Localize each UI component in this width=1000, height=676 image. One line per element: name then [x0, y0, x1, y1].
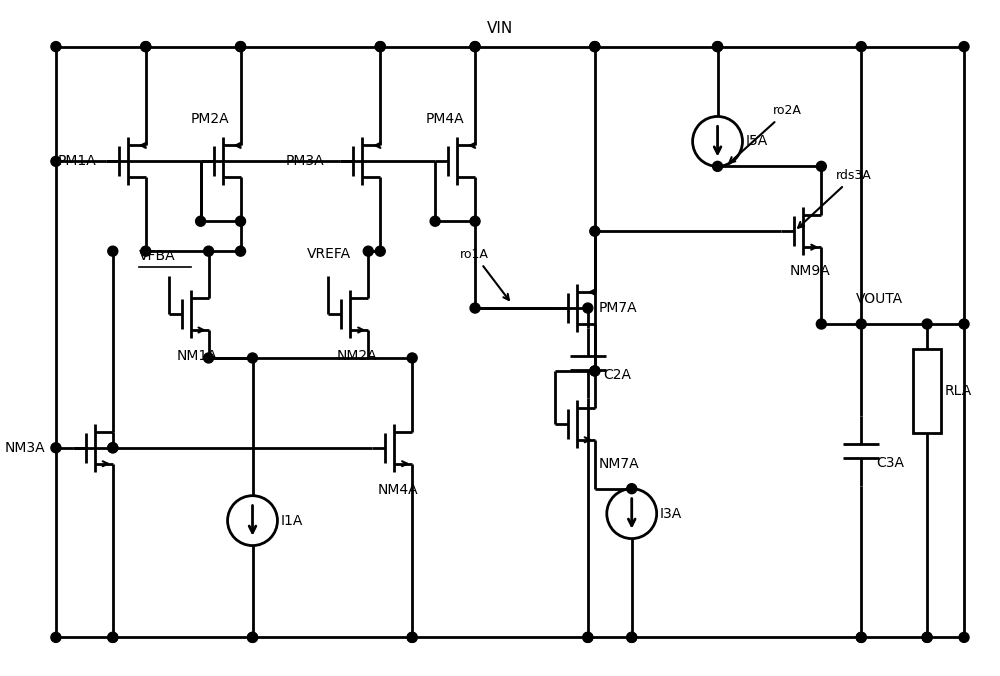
Circle shape — [627, 632, 637, 642]
Circle shape — [375, 246, 385, 256]
Text: NM4A: NM4A — [377, 483, 418, 497]
Circle shape — [196, 216, 206, 226]
Text: C2A: C2A — [603, 368, 631, 382]
Circle shape — [248, 632, 257, 642]
Circle shape — [583, 632, 593, 642]
Circle shape — [583, 303, 593, 313]
Text: ro1A: ro1A — [460, 248, 509, 300]
Circle shape — [470, 42, 480, 51]
Circle shape — [922, 319, 932, 329]
Circle shape — [236, 42, 246, 51]
Circle shape — [248, 632, 257, 642]
Circle shape — [856, 42, 866, 51]
Text: VIN: VIN — [487, 21, 513, 36]
Text: RLA: RLA — [945, 384, 972, 398]
Text: NM7A: NM7A — [599, 457, 639, 470]
Circle shape — [407, 353, 417, 363]
Circle shape — [51, 632, 61, 642]
Circle shape — [51, 42, 61, 51]
Circle shape — [590, 42, 600, 51]
Circle shape — [204, 353, 214, 363]
Circle shape — [590, 366, 600, 376]
Circle shape — [407, 632, 417, 642]
Text: PM1A: PM1A — [58, 154, 97, 168]
Circle shape — [627, 484, 637, 493]
Text: I1A: I1A — [280, 514, 303, 528]
Text: PM3A: PM3A — [285, 154, 324, 168]
Circle shape — [141, 246, 151, 256]
Circle shape — [590, 42, 600, 51]
Text: NM3A: NM3A — [5, 441, 46, 455]
Circle shape — [375, 42, 385, 51]
Circle shape — [922, 632, 932, 642]
Circle shape — [590, 366, 600, 376]
Circle shape — [430, 216, 440, 226]
Circle shape — [363, 246, 373, 256]
Circle shape — [236, 246, 246, 256]
Circle shape — [959, 632, 969, 642]
Circle shape — [236, 216, 246, 226]
Circle shape — [108, 632, 118, 642]
Text: VOUTA: VOUTA — [856, 292, 903, 306]
Circle shape — [959, 42, 969, 51]
Circle shape — [375, 42, 385, 51]
Circle shape — [470, 303, 480, 313]
Text: PM7A: PM7A — [599, 301, 637, 315]
Circle shape — [470, 42, 480, 51]
Text: I5A: I5A — [745, 135, 768, 149]
Circle shape — [141, 42, 151, 51]
Text: C3A: C3A — [876, 456, 904, 470]
Circle shape — [108, 632, 118, 642]
Text: ro2A: ro2A — [729, 105, 801, 163]
Text: NM1A: NM1A — [177, 349, 217, 363]
Text: NM9A: NM9A — [789, 264, 830, 278]
Circle shape — [590, 226, 600, 236]
Text: rds3A: rds3A — [798, 169, 872, 228]
Circle shape — [108, 246, 118, 256]
Circle shape — [204, 246, 214, 256]
Text: NM2A: NM2A — [336, 349, 377, 363]
Circle shape — [248, 353, 257, 363]
Circle shape — [856, 319, 866, 329]
Circle shape — [407, 632, 417, 642]
Circle shape — [713, 42, 723, 51]
Circle shape — [922, 632, 932, 642]
Circle shape — [856, 632, 866, 642]
Text: VREFA: VREFA — [306, 247, 351, 261]
Text: I3A: I3A — [660, 506, 682, 521]
Circle shape — [51, 156, 61, 166]
Text: PM2A: PM2A — [191, 112, 229, 126]
Circle shape — [470, 216, 480, 226]
Circle shape — [713, 42, 723, 51]
Circle shape — [108, 443, 118, 453]
Text: PM4A: PM4A — [425, 112, 464, 126]
Circle shape — [583, 632, 593, 642]
Circle shape — [816, 319, 826, 329]
Text: VFBA: VFBA — [139, 249, 175, 263]
Circle shape — [236, 42, 246, 51]
Circle shape — [51, 443, 61, 453]
Circle shape — [959, 319, 969, 329]
Circle shape — [141, 42, 151, 51]
Circle shape — [816, 162, 826, 171]
Circle shape — [856, 632, 866, 642]
Circle shape — [627, 632, 637, 642]
Circle shape — [108, 443, 118, 453]
Circle shape — [713, 162, 723, 171]
